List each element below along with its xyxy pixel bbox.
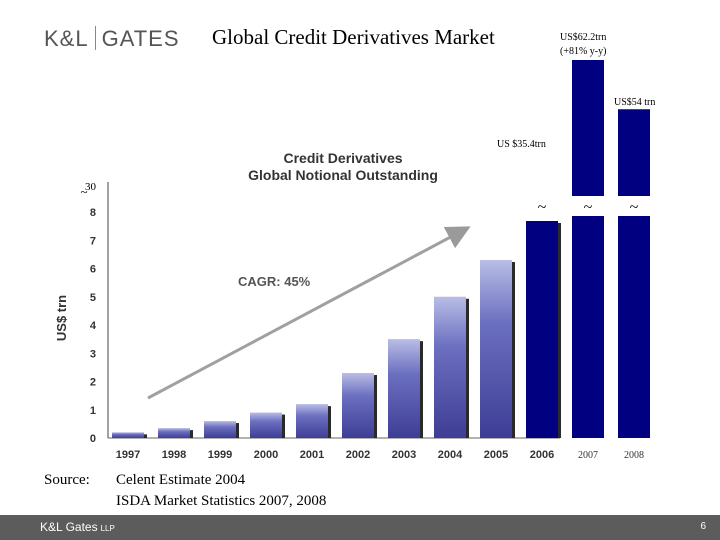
bar-2005: [480, 260, 512, 438]
y-tick-label: 6: [90, 264, 96, 276]
bar-1997: [112, 432, 144, 438]
bar-2003: [388, 339, 420, 438]
logo-left-text: K&L: [44, 26, 89, 51]
cagr-arrow: [147, 226, 471, 400]
y-tick-label: 8: [90, 207, 96, 219]
chart-title-line-1: Credit Derivatives: [283, 150, 403, 166]
kl-gates-logo: K&L GATES: [44, 26, 180, 52]
bar-1999: [204, 421, 236, 438]
bar-break-gap: [614, 196, 654, 216]
x-tick-label-2008: 2008: [624, 450, 644, 461]
page-number: 6: [700, 521, 706, 532]
logo-right-text: GATES: [101, 26, 180, 51]
y-tick-label: 5: [90, 292, 96, 304]
footer-brand-suffix: LLP: [100, 524, 115, 533]
x-tick-label-1997: 1997: [116, 449, 140, 461]
x-tick-label-2005: 2005: [484, 449, 508, 461]
logo-separator: [94, 26, 96, 50]
x-tick-label-1999: 1999: [208, 449, 232, 461]
y-tick-label: 3: [90, 348, 96, 360]
y-tick-label: 1: [90, 405, 96, 417]
bar-break-gap: [522, 196, 562, 216]
bar-2002: [342, 373, 374, 438]
x-tick-label-1998: 1998: [162, 449, 186, 461]
annotation-2007-value: US$62.2trn: [560, 32, 607, 43]
bar-2001: [296, 404, 328, 438]
source-line-1: Celent Estimate 2004: [116, 472, 246, 488]
bar-break-symbol: ~: [538, 199, 547, 216]
source-note: Source: Celent Estimate 2004 ISDA Market …: [44, 470, 326, 512]
x-tick-label-2002: 2002: [346, 449, 370, 461]
y-axis-label: US$ trn: [54, 295, 69, 341]
bar-2006: [526, 221, 558, 438]
chart-title-line-2: Global Notional Outstanding: [248, 167, 438, 183]
x-tick-label-2003: 2003: [392, 449, 416, 461]
annotation-2007-growth: (+81% y-y): [560, 46, 607, 57]
y-tick-label: 0: [90, 433, 96, 445]
source-line-2: ISDA Market Statistics 2007, 2008: [116, 493, 327, 509]
footer-brand: K&L Gates LLP: [40, 520, 115, 534]
annotation-2006-value: US $35.4trn: [497, 139, 546, 150]
bar-2008: [618, 109, 650, 438]
annotation-2008-value: US$54 trn: [614, 97, 656, 108]
cagr-label: CAGR: 45%: [238, 274, 311, 289]
bar-2007: [572, 60, 604, 438]
x-tick-label-2004: 2004: [438, 449, 463, 461]
footer-bar: K&L Gates LLP 6: [0, 515, 720, 540]
axis-break-symbol: ~: [80, 184, 87, 199]
y-tick-label: 7: [90, 235, 96, 247]
y-tick-label-break: 30: [85, 181, 97, 193]
source-label: Source:: [44, 472, 90, 488]
bar-2004: [434, 296, 466, 438]
bar-break-symbol: ~: [630, 199, 639, 216]
bar-break-symbol: ~: [584, 199, 593, 216]
x-tick-label-2001: 2001: [300, 449, 324, 461]
y-tick-label: 4: [90, 320, 97, 332]
x-tick-label-2007: 2007: [578, 450, 598, 461]
chart-title: Credit Derivatives Global Notional Outst…: [198, 150, 488, 184]
y-tick-label: 2: [90, 377, 96, 389]
x-tick-label-2006: 2006: [530, 449, 554, 461]
bar-2000: [250, 412, 282, 438]
bar-break-gap: [568, 196, 608, 216]
x-tick-label-2000: 2000: [254, 449, 278, 461]
slide-title: Global Credit Derivatives Market: [212, 25, 495, 49]
footer-brand-name: K&L Gates: [40, 520, 98, 534]
bar-1998: [158, 428, 190, 438]
